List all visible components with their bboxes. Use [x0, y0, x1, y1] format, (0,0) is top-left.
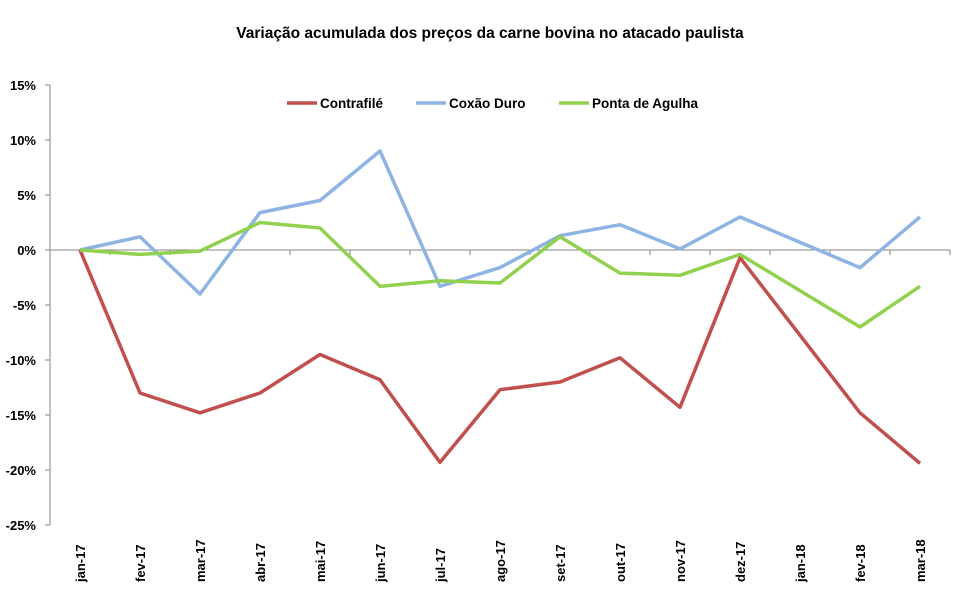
y-tick-label: 10%: [10, 133, 36, 148]
x-tick-label: jan-18: [793, 544, 808, 583]
y-tick-label: 15%: [10, 78, 36, 93]
y-tick-label: 0%: [17, 243, 36, 258]
legend-label: Ponta de Agulha: [592, 96, 698, 111]
x-tick-label: ago-17: [493, 540, 508, 582]
x-tick-label: jan-17: [73, 544, 88, 583]
x-tick-label: out-17: [613, 543, 628, 582]
legend-label: Coxão Duro: [449, 96, 526, 111]
x-tick-label: jun-17: [373, 544, 388, 583]
x-tick-label: mar-17: [193, 539, 208, 582]
series-line-cox-o-duro: [80, 151, 920, 294]
chart-title: Variação acumulada dos preços da carne b…: [236, 25, 744, 42]
x-tick-label: fev-17: [133, 544, 148, 582]
x-tick-label: abr-17: [253, 543, 268, 582]
x-tick-label: mar-18: [913, 539, 928, 582]
x-tick-label: nov-17: [673, 540, 688, 582]
x-tick-label: fev-18: [853, 544, 868, 582]
x-tick-label: set-17: [553, 544, 568, 582]
y-tick-label: 5%: [17, 188, 36, 203]
y-tick-label: -25%: [6, 518, 37, 533]
y-tick-label: -20%: [6, 463, 37, 478]
x-tick-label: jul-17: [433, 548, 448, 583]
y-tick-label: -5%: [13, 298, 37, 313]
y-tick-label: -15%: [6, 408, 37, 423]
legend-label: Contrafilé: [320, 96, 383, 111]
y-tick-label: -10%: [6, 353, 37, 368]
x-tick-label: mai-17: [313, 541, 328, 582]
x-tick-label: dez-17: [733, 542, 748, 582]
